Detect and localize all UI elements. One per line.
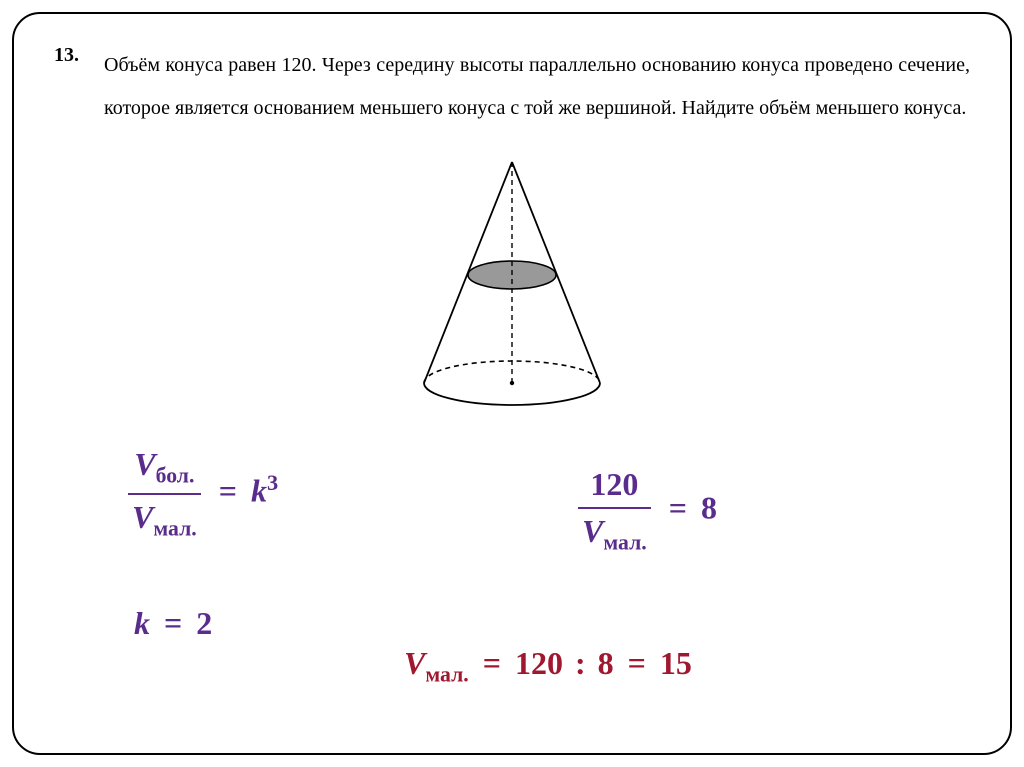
base-front-arc	[424, 383, 600, 405]
formula-answer: Vмал. = 120 : 8 = 15	[404, 645, 692, 687]
numratio-rhs: 8	[701, 490, 717, 526]
equals-sign: =	[164, 605, 182, 641]
frac-line	[128, 493, 201, 495]
formula-k-value: k = 2	[134, 605, 212, 642]
numratio-den-var: V	[582, 513, 603, 549]
problem-block: 13. Объём конуса равен 120. Через середи…	[54, 44, 970, 130]
cone-figure	[54, 150, 970, 415]
problem-text: Объём конуса равен 120. Через середину в…	[104, 44, 970, 130]
page-frame: 13. Объём конуса равен 120. Через середи…	[12, 12, 1012, 755]
equals-sign: =	[628, 645, 646, 681]
ratio-num-sub: бол.	[156, 463, 195, 487]
ans-lhs-sub: мал.	[425, 662, 468, 686]
equals-sign: =	[669, 490, 687, 526]
frac-line	[578, 507, 651, 509]
ratio-den-var: V	[132, 499, 153, 535]
numratio-num: 120	[586, 465, 642, 504]
ans-mid-lhs: 120	[515, 645, 563, 681]
equals-sign: =	[483, 645, 501, 681]
ratio-num-var: V	[134, 446, 155, 482]
equals-sign: =	[219, 473, 237, 509]
base-center-dot	[510, 381, 514, 385]
formula-area: Vбол. Vмал. = k3 k = 2 120 Vмал.	[54, 445, 970, 765]
formula-volume-ratio: Vбол. Vмал. = k3	[124, 445, 278, 544]
ans-mid-op: :	[575, 645, 586, 681]
problem-number: 13.	[54, 44, 90, 130]
ratio-den-sub: мал.	[153, 517, 196, 541]
ans-mid-rhs: 8	[598, 645, 614, 681]
numratio-den-sub: мал.	[603, 531, 646, 555]
ans-lhs-var: V	[404, 645, 425, 681]
ratio-rhs-exp: 3	[267, 470, 278, 495]
ans-result: 15	[660, 645, 692, 681]
formula-numeric-ratio: 120 Vмал. = 8	[574, 465, 717, 558]
ratio-rhs-base: k	[251, 473, 267, 509]
cone-svg	[407, 150, 617, 410]
k-lhs: k	[134, 605, 150, 641]
k-rhs: 2	[196, 605, 212, 641]
